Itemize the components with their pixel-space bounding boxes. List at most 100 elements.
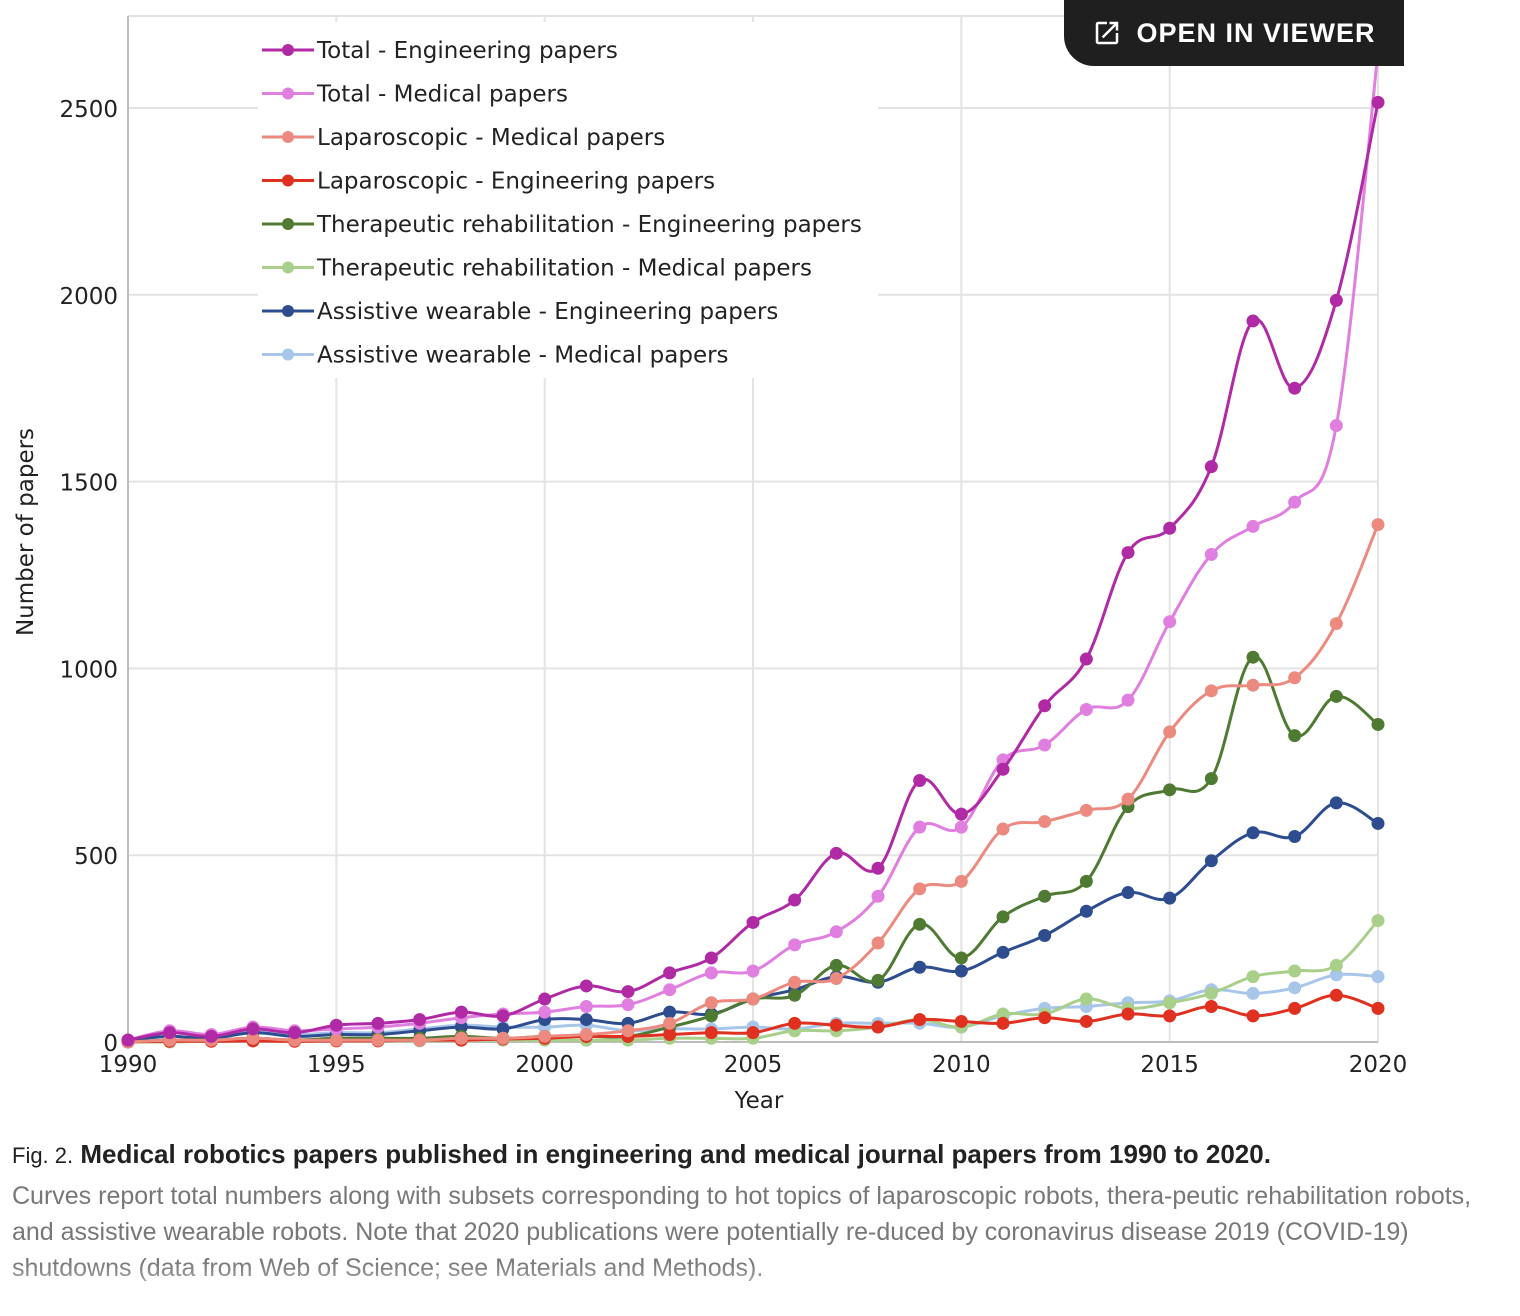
data-point-therapeutic-rehabilitation-medical-papers-2016 [1204,986,1218,1000]
data-point-total-engineering-papers-1990 [121,1033,135,1047]
data-point-therapeutic-rehabilitation-medical-papers-2011 [996,1007,1010,1021]
open-in-viewer-button[interactable]: OPEN IN VIEWER [1064,0,1404,66]
x-tick-label: 1990 [99,1052,158,1078]
data-point-assistive-wearable-engineering-papers-2010 [954,964,968,978]
legend-label: Assistive wearable - Medical papers [317,343,729,369]
data-point-total-engineering-papers-2002 [621,985,635,999]
data-point-therapeutic-rehabilitation-engineering-papers-2013 [1079,874,1093,888]
data-point-laparoscopic-medical-papers-1993 [246,1031,260,1045]
legend-swatch-marker [282,174,294,187]
y-tick-label: 2000 [59,284,118,310]
data-point-therapeutic-rehabilitation-medical-papers-2018 [1288,964,1302,978]
data-point-laparoscopic-engineering-papers-2017 [1246,1009,1260,1023]
data-point-total-medical-papers-2013 [1079,702,1093,716]
y-tick-label: 1500 [59,471,118,497]
data-point-assistive-wearable-engineering-papers-2012 [1038,929,1052,943]
data-point-assistive-wearable-medical-papers-2017 [1246,986,1260,1000]
x-tick-label: 2000 [515,1052,574,1078]
x-axis-label: Year [734,1088,784,1114]
data-point-assistive-wearable-engineering-papers-2003 [663,1005,677,1019]
caption-title: Medical robotics papers published in eng… [80,1139,1271,1169]
data-point-total-engineering-papers-2007 [829,846,843,860]
data-point-laparoscopic-medical-papers-2004 [704,996,718,1010]
data-point-total-engineering-papers-2000 [538,992,552,1006]
data-point-laparoscopic-medical-papers-1996 [371,1033,385,1047]
legend-item-total-medical-papers: Total - Medical papers [262,82,568,108]
figure-label: Fig. 2. [12,1143,74,1168]
data-point-total-engineering-papers-1992 [204,1029,218,1043]
data-point-total-engineering-papers-1996 [371,1016,385,1030]
data-point-assistive-wearable-engineering-papers-2001 [579,1013,593,1027]
data-point-therapeutic-rehabilitation-engineering-papers-2010 [954,951,968,965]
data-point-therapeutic-rehabilitation-engineering-papers-2007 [829,958,843,972]
data-point-total-engineering-papers-2003 [663,966,677,980]
data-point-therapeutic-rehabilitation-medical-papers-2013 [1079,992,1093,1006]
data-point-laparoscopic-medical-papers-2018 [1288,671,1302,685]
data-point-total-engineering-papers-2011 [996,762,1010,776]
data-point-assistive-wearable-engineering-papers-2020 [1371,816,1385,830]
legend-label: Laparoscopic - Engineering papers [317,169,715,195]
data-point-laparoscopic-engineering-papers-2013 [1079,1014,1093,1028]
data-point-laparoscopic-medical-papers-2003 [663,1016,677,1030]
data-point-assistive-wearable-medical-papers-2018 [1288,981,1302,995]
data-point-therapeutic-rehabilitation-engineering-papers-2012 [1038,889,1052,903]
data-point-total-engineering-papers-1991 [163,1026,177,1040]
data-point-assistive-wearable-medical-papers-2020 [1371,970,1385,984]
data-point-laparoscopic-medical-papers-1997 [413,1033,427,1047]
data-point-assistive-wearable-engineering-papers-2016 [1204,854,1218,868]
series-line-total-engineering-papers [127,102,1380,1042]
data-point-therapeutic-rehabilitation-medical-papers-2020 [1371,914,1385,928]
data-point-laparoscopic-engineering-papers-2011 [996,1016,1010,1030]
y-tick-label: 500 [74,844,118,870]
data-point-total-engineering-papers-2017 [1246,314,1260,328]
data-point-therapeutic-rehabilitation-medical-papers-2019 [1329,958,1343,972]
data-point-laparoscopic-engineering-papers-2004 [704,1026,718,1040]
data-point-laparoscopic-medical-papers-2016 [1204,684,1218,698]
data-point-assistive-wearable-engineering-papers-2011 [996,945,1010,959]
y-tick-label: 2500 [59,97,118,123]
data-point-total-medical-papers-2008 [871,889,885,903]
legend-label: Therapeutic rehabilitation - Engineering… [316,212,862,238]
series-line-therapeutic-rehabilitation-engineering-papers [127,655,1379,1044]
data-point-therapeutic-rehabilitation-engineering-papers-2004 [704,1009,718,1023]
data-point-laparoscopic-medical-papers-2007 [829,971,843,985]
data-point-laparoscopic-engineering-papers-2015 [1163,1009,1177,1023]
data-point-assistive-wearable-engineering-papers-2017 [1246,826,1260,840]
data-point-laparoscopic-medical-papers-2002 [621,1024,635,1038]
legend-item-laparoscopic-engineering-papers: Laparoscopic - Engineering papers [262,169,715,195]
data-point-assistive-wearable-engineering-papers-2013 [1079,904,1093,918]
data-point-total-medical-papers-2018 [1288,495,1302,509]
legend-background [258,22,878,378]
data-point-total-medical-papers-2001 [579,1000,593,1014]
data-point-total-medical-papers-2016 [1204,547,1218,561]
data-point-laparoscopic-engineering-papers-2005 [746,1026,760,1040]
data-point-total-medical-papers-2009 [913,820,927,834]
data-point-laparoscopic-medical-papers-1998 [454,1031,468,1045]
data-point-therapeutic-rehabilitation-engineering-papers-2019 [1329,689,1343,703]
data-point-laparoscopic-engineering-papers-2006 [788,1016,802,1030]
data-point-laparoscopic-medical-papers-2012 [1038,815,1052,829]
data-point-assistive-wearable-engineering-papers-1999 [496,1022,510,1036]
data-point-total-engineering-papers-1999 [496,1009,510,1023]
data-point-laparoscopic-medical-papers-2015 [1163,725,1177,739]
data-point-laparoscopic-medical-papers-2013 [1079,803,1093,817]
data-point-laparoscopic-engineering-papers-2012 [1038,1011,1052,1025]
data-point-total-engineering-papers-1997 [413,1013,427,1027]
y-tick-label: 1000 [59,657,118,683]
x-tick-label: 2010 [932,1052,991,1078]
data-point-laparoscopic-medical-papers-2010 [954,874,968,888]
data-point-total-engineering-papers-2005 [746,915,760,929]
data-point-assistive-wearable-engineering-papers-2009 [913,960,927,974]
data-point-total-medical-papers-2002 [621,998,635,1012]
data-point-therapeutic-rehabilitation-medical-papers-2017 [1246,970,1260,984]
data-point-laparoscopic-medical-papers-2019 [1329,617,1343,631]
legend-item-therapeutic-rehabilitation-medical-papers: Therapeutic rehabilitation - Medical pap… [262,256,812,282]
legend-label: Assistive wearable - Engineering papers [317,299,778,325]
data-point-total-engineering-papers-2016 [1204,460,1218,474]
figure-caption: Fig. 2. Medical robotics papers publishe… [12,1136,1502,1286]
axes: 0 500 1000 1500 2000 2500 1990 1995 2000 2005 2010… [59,16,1407,1078]
data-point-total-engineering-papers-2012 [1038,699,1052,713]
line-chart: 0 500 1000 1500 2000 2500 1990 1995 2000 2005 2010… [13,15,1407,1114]
legend-item-assistive-wearable-engineering-papers: Assistive wearable - Engineering papers [262,299,778,325]
data-point-laparoscopic-engineering-papers-2016 [1204,1000,1218,1014]
